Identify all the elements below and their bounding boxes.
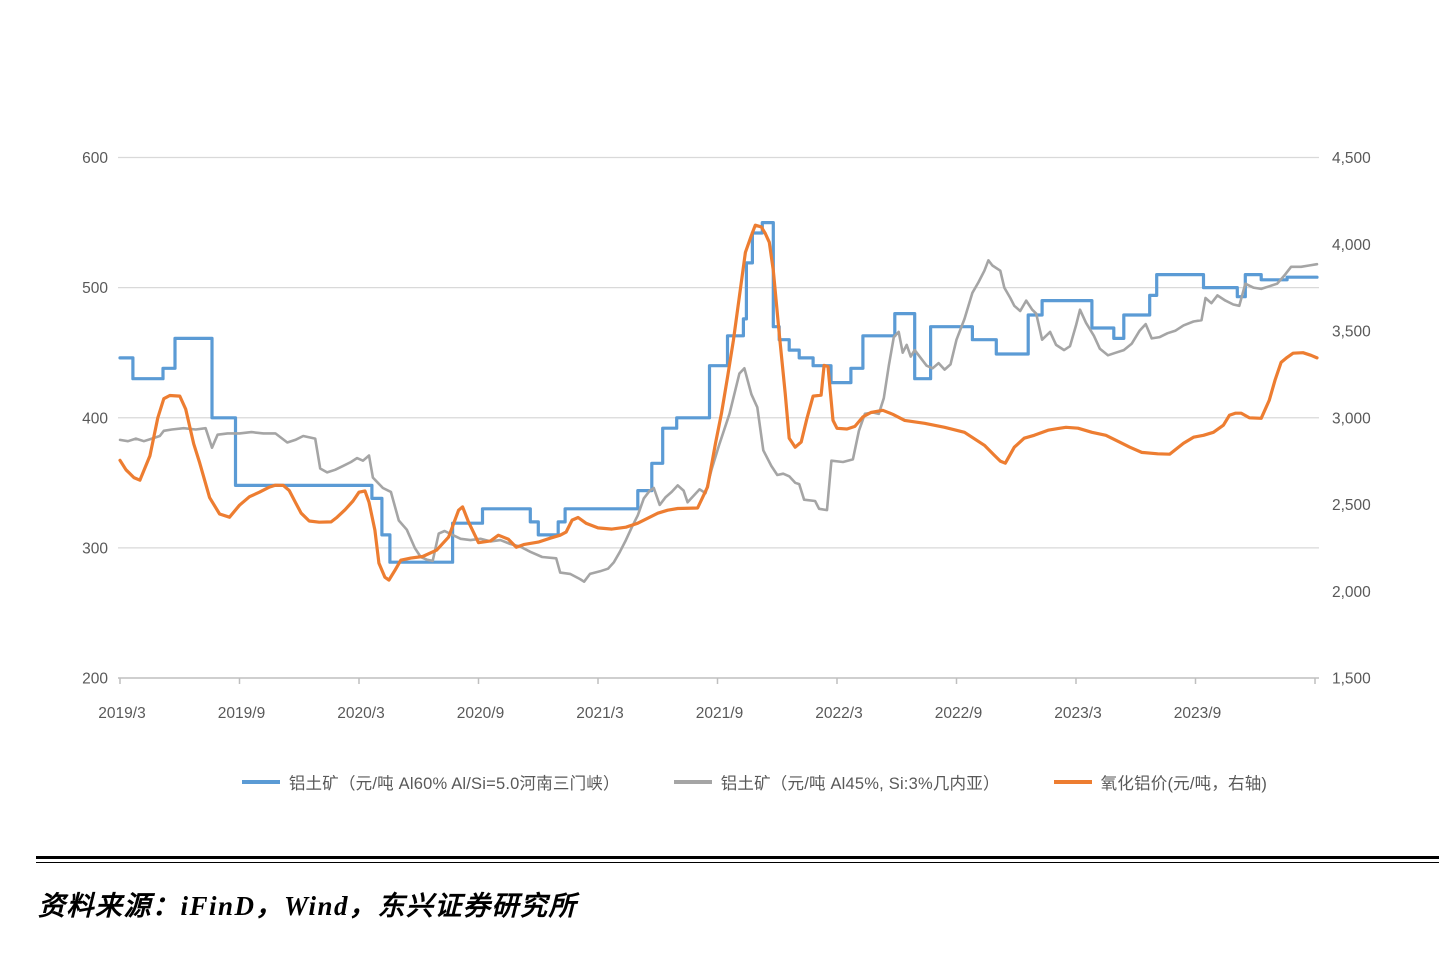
legend-item-bauxite-henan: 铝土矿（元/吨 Al60% Al/Si=5.0河南三门峡） [241,770,620,794]
x-tick-label: 2021/3 [576,705,623,722]
legend-label-bauxite-henan: 铝土矿（元/吨 Al60% Al/Si=5.0河南三门峡） [288,775,620,793]
x-tick-label: 2023/9 [1174,705,1221,722]
legend-label-bauxite-guinea: 铝土矿（元/吨 Al45%, Si:3%几内亚） [720,775,1000,793]
axis-tick-labels: 200 300 400 500 600 1,500 2,000 2,500 3,000 3,500… [82,150,1371,722]
x-tick-label: 2022/3 [815,705,862,722]
x-tick-label: 2019/9 [218,705,265,722]
y-right-tick-label: 2,000 [1332,584,1371,601]
x-tick-label: 2019/3 [98,705,145,722]
series-line-1 [118,258,1319,584]
source-note: 资料来源：iFinD，Wind，东兴证券研究所 [38,891,578,921]
price-chart: 200 300 400 500 600 1,500 2,000 2,500 3,000 3,500… [82,150,1371,722]
legend-line-orange-icon [1053,780,1092,784]
legend-item-alumina: 氧化铝价(元/吨，右轴) [1053,770,1268,794]
y-right-tick-label: 3,500 [1332,324,1371,341]
legend-item-bauxite-guinea: 铝土矿（元/吨 Al45%, Si:3%几内亚） [673,770,1000,794]
y-right-tick-label: 1,500 [1332,671,1371,688]
series-lines [118,221,1319,584]
gridlines [118,156,1319,549]
section-divider [36,856,1439,863]
y-left-tick-label: 200 [82,671,108,688]
x-tick-label: 2020/9 [457,705,504,722]
y-right-tick-label: 2,500 [1332,497,1371,514]
legend-line-blue-icon [241,780,280,784]
legend-label-alumina: 氧化铝价(元/吨，右轴) [1100,775,1268,793]
axes [118,677,1319,684]
y-left-tick-label: 300 [82,540,108,557]
chart-legend: 铝土矿（元/吨 Al60% Al/Si=5.0河南三门峡） 铝土矿（元/吨 Al… [110,766,1399,798]
y-left-tick-label: 600 [82,150,108,167]
y-left-tick-label: 400 [82,410,108,427]
y-right-tick-label: 3,000 [1332,410,1371,427]
y-right-tick-label: 4,500 [1332,150,1371,167]
y-right-tick-label: 4,000 [1332,237,1371,254]
x-tick-label: 2021/9 [696,705,743,722]
y-left-tick-label: 500 [82,280,108,297]
x-tick-label: 2023/3 [1054,705,1101,722]
legend-line-gray-icon [673,780,712,784]
x-tick-label: 2022/9 [935,705,982,722]
series-line-2 [118,223,1319,582]
x-tick-label: 2020/3 [337,705,384,722]
